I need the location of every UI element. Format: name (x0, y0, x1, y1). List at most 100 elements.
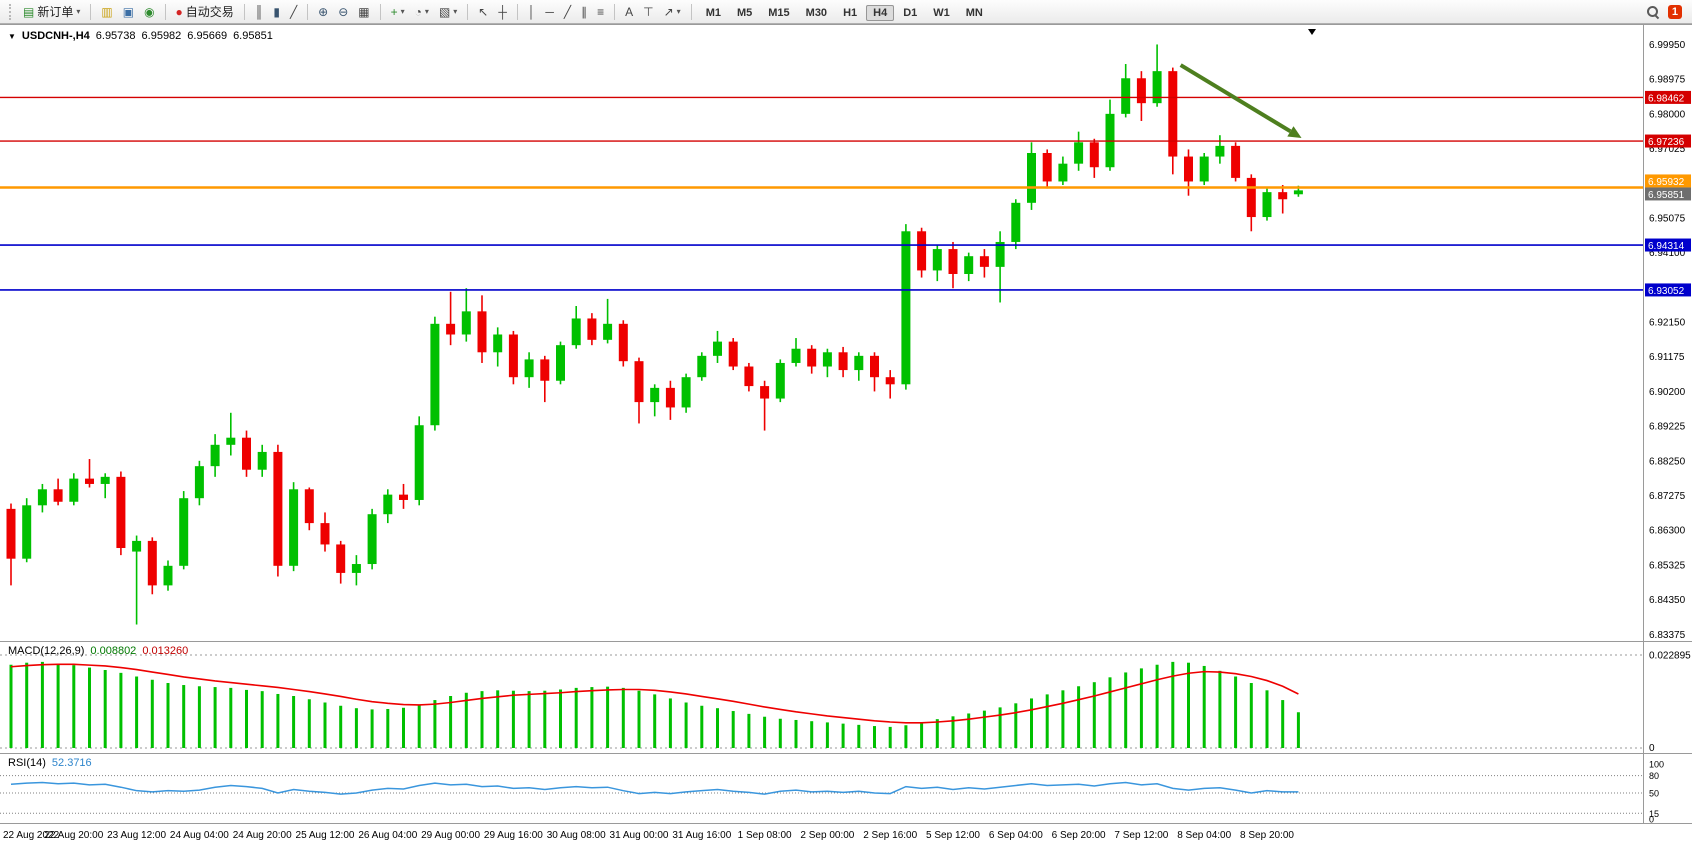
candle-up (430, 323, 440, 426)
candle-up (1199, 156, 1209, 182)
price-badge (1645, 134, 1691, 148)
price-badge (1645, 90, 1691, 104)
autotrading-button[interactable]: ● 自动交易 (172, 2, 238, 21)
candle-down (116, 476, 126, 549)
time-axis-label: 1 Sep 08:00 (738, 830, 792, 841)
bar-chart-button[interactable]: ║ (251, 5, 268, 19)
candle-up (1293, 190, 1303, 195)
candle-up (697, 355, 707, 378)
price-axis-label: 6.89225 (1649, 422, 1686, 433)
macd-histogram-bar (1187, 662, 1190, 748)
indicators-button[interactable]: + ▾ (387, 5, 409, 19)
candle-up (775, 362, 785, 399)
fibonacci-button[interactable]: ≡ (593, 5, 608, 19)
zoom-in-button[interactable]: ⊕ (314, 5, 332, 19)
price-axis-label: 6.92150 (1649, 318, 1686, 329)
macd-histogram-bar (103, 670, 107, 748)
tile-windows-button[interactable]: ▦ (354, 5, 373, 19)
period-button[interactable]: ◔ ▾ (411, 5, 433, 19)
crosshair-button[interactable]: ┼ (494, 5, 511, 19)
candle-up (571, 318, 581, 346)
candle-down (1168, 71, 1178, 157)
macd-histogram-bar (323, 702, 327, 748)
timeframe-button-m30[interactable]: M30 (805, 6, 828, 19)
macd-histogram-bar (637, 690, 641, 748)
timeframe-button-h4[interactable]: H4 (866, 4, 895, 21)
timeframe-button-d1[interactable]: D1 (903, 6, 918, 19)
toolbar-separator (614, 3, 616, 20)
price-badge-label: 6.95851 (1648, 190, 1685, 201)
vertical-line-button[interactable]: │ (524, 5, 540, 19)
macd-histogram-bar (574, 687, 578, 748)
trend-arrow-head[interactable] (1287, 126, 1302, 139)
zoom-out-button[interactable]: ⊖ (334, 5, 352, 19)
chart-canvas[interactable]: 6.999506.989756.980006.970256.960506.950… (0, 24, 1692, 846)
timeframe-button-h1[interactable]: H1 (843, 6, 858, 19)
timeframe-button-w1[interactable]: W1 (933, 6, 950, 19)
price-axis-label: 6.98975 (1649, 75, 1686, 86)
candle-down (53, 489, 63, 502)
template-button[interactable]: ▧ ▾ (435, 5, 461, 19)
rsi-indicator-label: RSI(14) 52.3716 (8, 757, 92, 769)
macd-histogram-bar (731, 711, 735, 748)
horizontal-line-button[interactable]: ─ (541, 5, 558, 19)
market-watch-button[interactable]: ▥ (97, 5, 116, 19)
chevron-down-icon: ▾ (400, 6, 405, 16)
timeframe-button-m15[interactable]: M15 (768, 6, 790, 19)
channel-button[interactable]: ∥ (577, 5, 591, 19)
horizontal-line-icon: ─ (545, 4, 554, 19)
candle-down (979, 256, 989, 267)
price-axis-label: 6.98000 (1649, 109, 1686, 120)
macd-histogram-bar (276, 693, 280, 748)
candle-down (728, 341, 738, 367)
line-chart-icon: ╱ (289, 4, 298, 19)
navigator-button[interactable]: ◉ (140, 5, 158, 19)
notification-badge[interactable]: 1 (1667, 4, 1682, 19)
candle-down (838, 352, 848, 371)
new-order-button[interactable]: ▤ 新订单 ▾ (19, 2, 84, 21)
cursor-button[interactable]: ↖ (474, 5, 492, 19)
macd-histogram-bar (449, 696, 453, 748)
candlestick-chart-icon: ▮ (273, 4, 280, 19)
timeframe-button-m1[interactable]: M1 (705, 6, 721, 19)
chart-window[interactable]: 6.999506.989756.980006.970256.960506.950… (0, 24, 1692, 846)
macd-histogram-bar (810, 721, 814, 748)
search-icon[interactable] (1646, 5, 1659, 18)
arrows-button[interactable]: ↗ ▾ (660, 5, 685, 19)
data-window-button[interactable]: ▣ (119, 5, 138, 19)
text-button[interactable]: A (621, 5, 637, 19)
rsi-line (10, 781, 1299, 795)
timeframe-button-m5[interactable]: M5 (736, 6, 753, 19)
candle-up (194, 466, 204, 499)
rsi-name: RSI(14) (8, 757, 46, 769)
price-badge (1645, 174, 1691, 188)
candle-down (1231, 145, 1241, 178)
text-label-button[interactable]: ⊤ (639, 5, 657, 19)
candle-up (351, 564, 361, 573)
toolbar-separator (164, 3, 166, 20)
macd-histogram-bar (825, 722, 829, 748)
candle-up (257, 451, 267, 470)
macd-histogram-bar (763, 716, 767, 748)
candle-up (650, 387, 660, 403)
trendline-button[interactable]: ╱ (560, 5, 575, 19)
market-watch-icon: ▥ (101, 4, 113, 19)
macd-axis-label: 0.022895 (1649, 651, 1691, 662)
chart-shift-marker[interactable] (1308, 29, 1316, 35)
timeframe-button-mn[interactable]: MN (965, 6, 983, 19)
toolbar-grip[interactable] (9, 3, 14, 20)
toolbar-separator (90, 3, 92, 20)
time-axis-label: 8 Sep 04:00 (1177, 830, 1231, 841)
macd-histogram-bar (1249, 683, 1253, 748)
symbol-timeframe-label: USDCNH-,H4 (21, 30, 90, 42)
line-chart-button[interactable]: ╱ (286, 5, 301, 19)
macd-histogram-bar (1139, 668, 1143, 748)
price-badge (1645, 238, 1691, 252)
trend-arrow[interactable] (1179, 63, 1292, 134)
macd-signal-line (10, 663, 1299, 724)
symbol-dropdown-icon[interactable]: ▼ (8, 32, 16, 41)
candle-down (1042, 152, 1052, 182)
macd-histogram-bar (920, 722, 924, 748)
time-axis-label: 2 Sep 16:00 (863, 830, 917, 841)
candlestick-chart-button[interactable]: ▮ (269, 5, 284, 19)
